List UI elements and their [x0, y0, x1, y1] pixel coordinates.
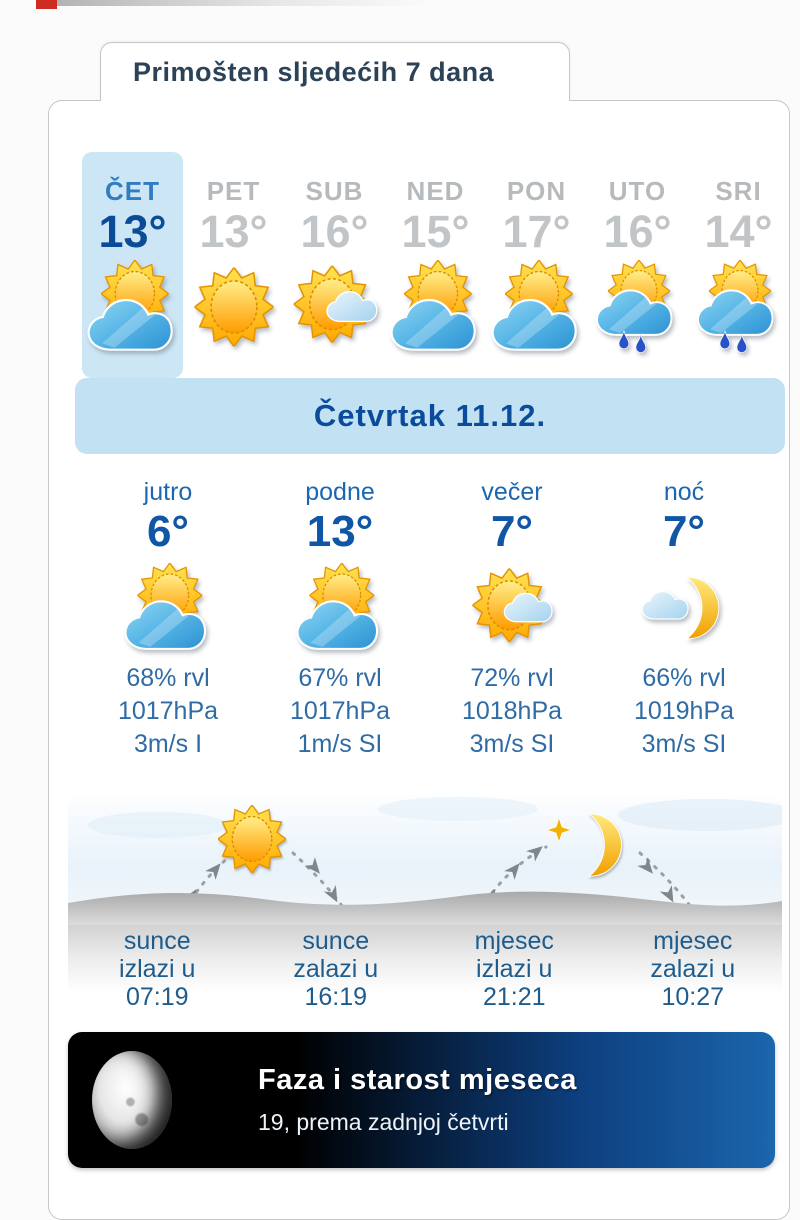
hills-silhouette — [68, 891, 782, 925]
day-column-uto[interactable]: UTO 16° — [587, 152, 688, 378]
humidity-value: 72% rvl — [470, 664, 554, 693]
daypart-temp: 7° — [662, 507, 706, 556]
sky-cloud-blob — [88, 812, 228, 838]
moon-photo — [92, 1051, 172, 1149]
sun-cloud-icon — [86, 260, 180, 354]
moon-phase-subtitle: 19, prema zadnjoj četvrti — [258, 1109, 509, 1135]
sun-moon-scene — [68, 795, 782, 925]
sun-cloud-rain-icon — [591, 260, 685, 354]
day-label: PON — [506, 176, 567, 206]
day-column-pon[interactable]: PON 17° — [486, 152, 587, 378]
pressure-value: 1018hPa — [461, 697, 563, 726]
sunset-time: sunce zalazi u 16:19 — [293, 927, 379, 1010]
day-temp: 16° — [300, 206, 369, 257]
dayparts-row: jutro 6° 68% rvl 1017hPa 3m/s I podne 13… — [82, 478, 770, 770]
daypart-column-podne: podne 13° 67% rvl 1017hPa 1m/s SI — [254, 478, 426, 770]
day-column-pet[interactable]: PET 13° — [183, 152, 284, 378]
day-temp: 16° — [603, 206, 672, 257]
wind-value: 3m/s I — [133, 730, 203, 759]
day-column-sri[interactable]: SRI 14° — [688, 152, 789, 378]
sun-cloud-icon — [389, 260, 483, 354]
wind-value: 3m/s SI — [641, 730, 727, 759]
day-temp: 13° — [98, 206, 167, 257]
sunrise-time: sunce izlazi u 07:19 — [119, 927, 196, 1010]
pressure-value: 1019hPa — [633, 697, 735, 726]
sun-moon-panel: sunce izlazi u 07:19 sunce zalazi u 16:1… — [68, 795, 782, 1010]
day-column-ned[interactable]: NED 15° — [385, 152, 486, 378]
moonset-time: mjesec zalazi u 10:27 — [650, 927, 736, 1010]
humidity-value: 67% rvl — [298, 664, 382, 693]
day-label: ČET — [105, 176, 160, 206]
page-title: Primošten sljedećih 7 dana — [133, 56, 495, 87]
sun-small-cloud-icon — [288, 260, 382, 354]
moonrise-time: mjesec izlazi u 21:21 — [474, 927, 554, 1010]
sun-cloud-icon — [490, 260, 584, 354]
day-label: SRI — [715, 176, 762, 206]
daypart-column-jutro: jutro 6° 68% rvl 1017hPa 3m/s I — [82, 478, 254, 770]
daypart-temp: 13° — [306, 507, 374, 556]
daypart-temp: 6° — [146, 507, 190, 556]
sun-cloud-rain-icon — [692, 260, 786, 354]
moon-phase-banner: Faza i starost mjeseca 19, prema zadnjoj… — [68, 1032, 775, 1168]
sun-small-cloud-icon — [467, 563, 557, 653]
day-temp: 15° — [401, 206, 470, 257]
day-temp: 17° — [502, 206, 571, 257]
daypart-temp: 7° — [490, 507, 534, 556]
selected-day-label: Četvrtak 11.12. — [313, 398, 547, 433]
daypart-column-noc: noć 7° 66% rvl 1019hPa 3m/s SI — [598, 478, 770, 770]
sunset-arc — [291, 851, 352, 919]
pressure-value: 1017hPa — [289, 697, 391, 726]
daypart-label: jutro — [143, 478, 193, 506]
moon-phase-title: Faza i starost mjeseca — [258, 1064, 577, 1096]
sun-icon — [187, 260, 281, 354]
moon-cloud-icon — [639, 563, 729, 653]
wind-value: 3m/s SI — [469, 730, 555, 759]
top-shadow — [52, 0, 432, 6]
day-column-cet[interactable]: ČET 13° — [82, 152, 183, 378]
day-column-sub[interactable]: SUB 16° — [284, 152, 385, 378]
day-label: SUB — [305, 176, 364, 206]
daypart-label: večer — [481, 478, 543, 506]
days-row: ČET 13° PET 13° SUB 16° NED 15° PON 17° … — [82, 152, 789, 378]
sky-cloud-blob — [618, 799, 782, 831]
pressure-value: 1017hPa — [117, 697, 219, 726]
sun-moon-times: sunce izlazi u 07:19 sunce zalazi u 16:1… — [68, 925, 782, 1010]
humidity-value: 68% rvl — [126, 664, 210, 693]
humidity-value: 66% rvl — [642, 664, 726, 693]
selected-day-banner: Četvrtak 11.12. — [75, 378, 785, 454]
logo-fragment — [36, 0, 57, 9]
sky-cloud-blob — [378, 797, 538, 821]
day-temp: 13° — [199, 206, 268, 257]
daypart-label: noć — [663, 478, 705, 506]
day-label: UTO — [608, 176, 667, 206]
sun-cloud-icon — [295, 563, 385, 653]
day-temp: 14° — [704, 206, 773, 257]
day-label: NED — [406, 176, 465, 206]
wind-value: 1m/s SI — [297, 730, 383, 759]
day-label: PET — [206, 176, 261, 206]
daypart-label: podne — [305, 478, 375, 506]
daypart-column-vecer: večer 7° 72% rvl 1018hPa 3m/s SI — [426, 478, 598, 770]
tab-forecast-7days[interactable]: Primošten sljedećih 7 dana — [100, 42, 570, 101]
sun-cloud-icon — [123, 563, 213, 653]
